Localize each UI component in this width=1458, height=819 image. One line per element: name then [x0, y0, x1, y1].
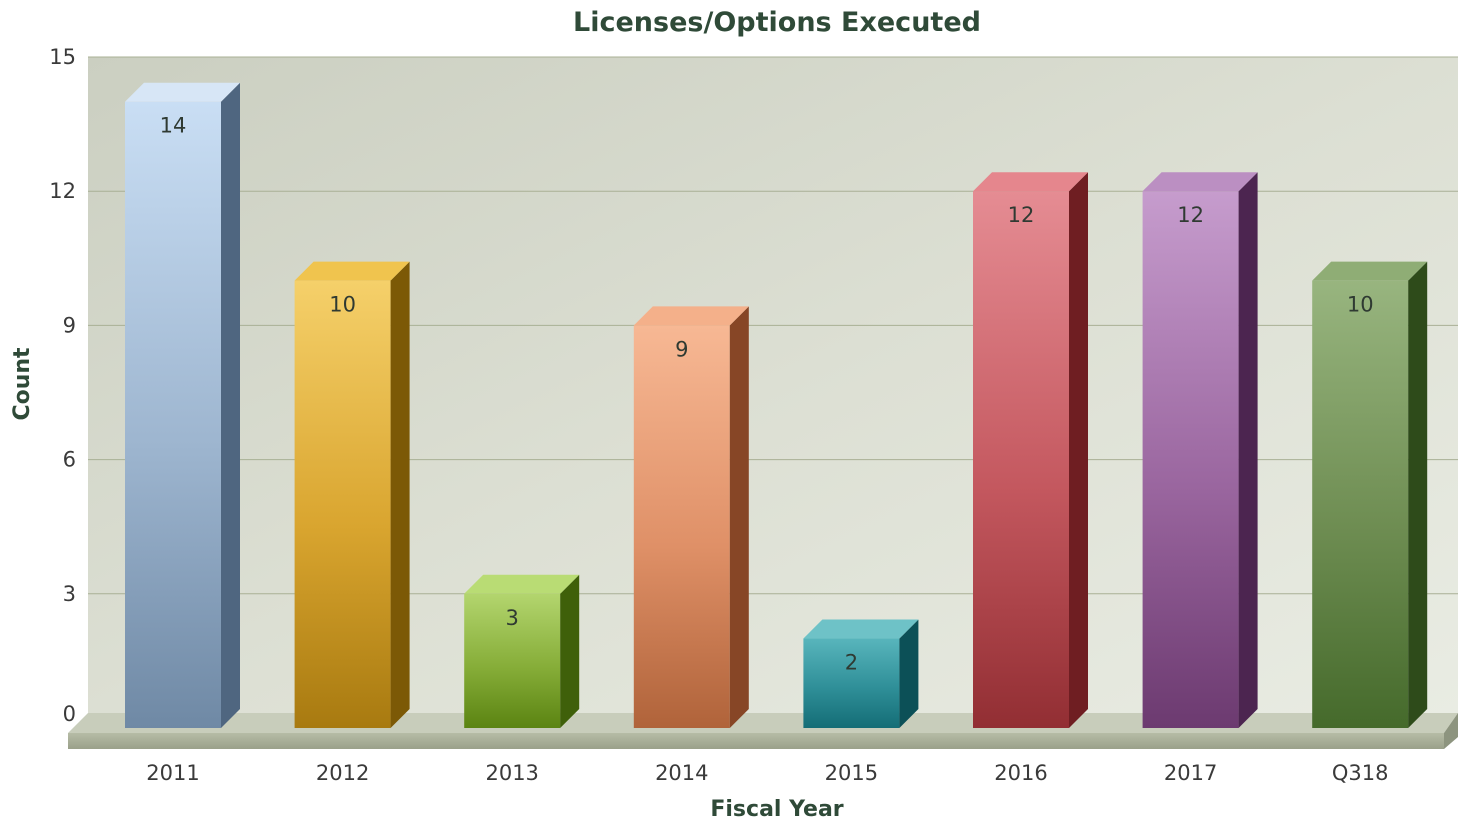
data-label: 12 — [1177, 203, 1204, 227]
x-tick-label: Q318 — [1332, 761, 1389, 785]
x-tick-label: 2014 — [655, 761, 708, 785]
bar-front — [294, 280, 391, 728]
chart-title: Licenses/Options Executed — [573, 7, 981, 38]
y-tick-label: 6 — [63, 448, 76, 472]
bar-front — [464, 593, 561, 728]
chart-floor — [68, 713, 1458, 749]
data-label: 14 — [160, 114, 187, 138]
bar-top — [464, 574, 580, 594]
y-tick-label: 12 — [49, 179, 76, 203]
bar-front — [1142, 191, 1239, 728]
floor-side — [1444, 713, 1458, 749]
x-tick-label: 2012 — [316, 761, 369, 785]
bar-front — [803, 638, 900, 728]
bar-2017: 12 — [1142, 172, 1258, 728]
bar-2013: 3 — [464, 574, 580, 728]
y-tick-label: 9 — [63, 313, 76, 337]
bar-2011: 14 — [125, 82, 240, 728]
floor-front — [68, 733, 1444, 749]
bar-top — [1142, 172, 1258, 192]
y-axis-ticks: 0 3 6 9 12 15 — [49, 45, 76, 726]
data-label: 10 — [1347, 293, 1374, 317]
bar-top — [803, 619, 919, 639]
bar-side — [1408, 261, 1428, 728]
bar-side — [729, 306, 749, 728]
data-label: 9 — [675, 337, 688, 361]
data-label: 2 — [845, 651, 858, 675]
bar-side — [899, 619, 919, 728]
x-axis-ticks: 2011 2012 2013 2014 2015 2016 2017 Q318 — [146, 761, 1388, 785]
y-axis-title: Count — [10, 347, 35, 421]
data-label: 3 — [506, 606, 519, 630]
bar-side — [221, 82, 240, 728]
bar-side — [390, 261, 410, 728]
x-tick-label: 2015 — [825, 761, 878, 785]
bar-top — [633, 306, 749, 326]
bar-top — [973, 172, 1088, 192]
x-tick-label: 2016 — [994, 761, 1047, 785]
bar-side — [1238, 172, 1258, 728]
bar-2016: 12 — [973, 172, 1088, 728]
x-tick-label: 2013 — [485, 761, 538, 785]
bar-front — [973, 191, 1069, 728]
bar-front — [633, 325, 730, 728]
bar-top — [1312, 261, 1428, 281]
bar-Q318: 10 — [1312, 261, 1428, 728]
bar-front — [1312, 280, 1409, 728]
bar-side — [560, 574, 580, 728]
bar-2012: 10 — [294, 261, 410, 728]
data-label: 12 — [1008, 203, 1035, 227]
x-tick-label: 2011 — [146, 761, 199, 785]
data-label: 10 — [329, 293, 356, 317]
bar-front — [125, 101, 221, 728]
bar-side — [1069, 172, 1088, 728]
bar-2015: 2 — [803, 619, 919, 728]
y-tick-label: 15 — [49, 45, 76, 69]
floor-top — [68, 713, 1458, 733]
bar-top — [294, 261, 410, 281]
bars: 14 10 3 9 2 12 12 10 — [125, 82, 1428, 728]
x-axis-title: Fiscal Year — [710, 797, 843, 819]
y-tick-label: 0 — [63, 702, 76, 726]
bar-top — [125, 82, 240, 102]
x-tick-label: 2017 — [1164, 761, 1217, 785]
bar-2014: 9 — [633, 306, 749, 728]
y-tick-label: 3 — [63, 582, 76, 606]
